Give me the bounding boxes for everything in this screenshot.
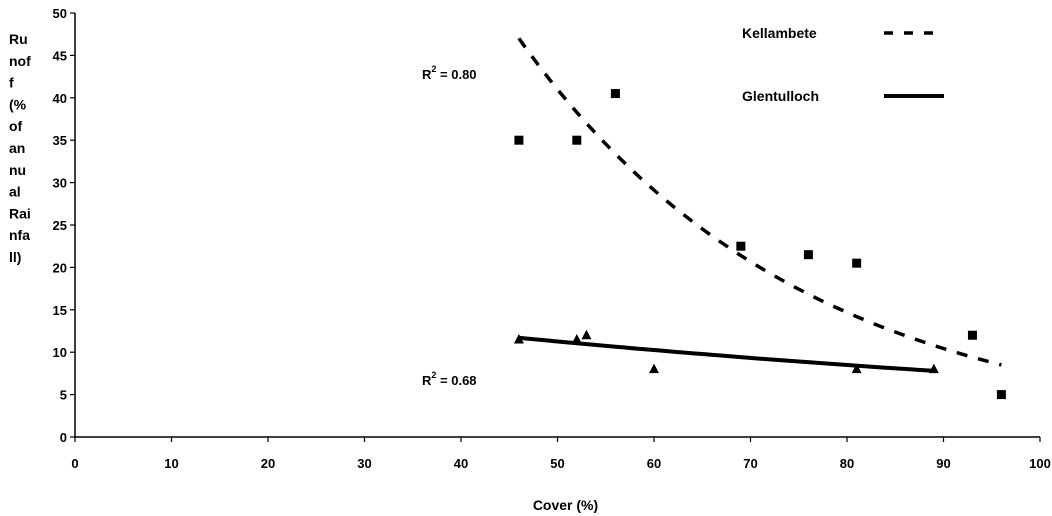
kellambete-point: [572, 135, 582, 145]
r-squared-label: R2 = 0.80: [422, 64, 477, 82]
kellambete-point: [514, 135, 524, 145]
y-axis-title-line: Ru: [9, 31, 28, 47]
legend-label: Kellambete: [742, 25, 817, 41]
y-tick-label: 35: [53, 133, 67, 148]
x-tick-label: 20: [261, 456, 275, 471]
x-tick-label: 90: [936, 456, 950, 471]
kellambete-point: [996, 390, 1006, 400]
y-tick-label: 50: [53, 6, 67, 21]
legend: Kellambete Glentulloch: [742, 25, 944, 104]
y-axis-title-line: nu: [9, 162, 26, 178]
x-tick-label: 100: [1029, 456, 1051, 471]
r-squared-labels: R2 = 0.80 R2 = 0.68: [422, 64, 477, 388]
glentulloch-point: [928, 363, 939, 374]
x-tick-label: 0: [71, 456, 78, 471]
ticks: 0 10 20 30 40 50 60 70 80 90 100 0 5 10 15 20 25 30 35 40 45…: [53, 6, 1051, 471]
data-points: [513, 89, 1006, 400]
kellambete-point: [803, 250, 813, 260]
y-tick-label: 0: [60, 430, 67, 445]
glentulloch-point: [581, 329, 592, 340]
legend-label: Glentulloch: [742, 88, 819, 104]
y-tick-label: 40: [53, 91, 67, 106]
y-axis-title: Ru nof f (% of an nu al Rai nfa ll): [9, 31, 31, 265]
x-tick-label: 10: [164, 456, 178, 471]
glentulloch-point: [649, 363, 659, 374]
x-tick-label: 40: [454, 456, 468, 471]
y-tick-label: 15: [53, 303, 67, 318]
x-tick-label: 60: [647, 456, 661, 471]
y-axis-title-line: of: [9, 118, 23, 134]
y-axis-title-line: nfa: [9, 227, 30, 243]
glentulloch-point: [571, 333, 582, 344]
axes: [74, 13, 1040, 438]
y-tick-label: 5: [60, 388, 67, 403]
y-tick-label: 30: [53, 176, 67, 191]
kellambete-point: [852, 258, 862, 268]
y-axis-title-line: an: [9, 140, 25, 156]
y-axis-title-line: al: [9, 184, 21, 200]
kellambete-point: [967, 330, 977, 340]
kellambete-trendline: [517, 37, 1002, 367]
y-axis-title-line: f: [9, 75, 14, 91]
y-axis-title-line: Rai: [9, 205, 31, 221]
y-tick-label: 25: [53, 218, 67, 233]
trendlines: [517, 37, 1002, 373]
x-tick-label: 50: [550, 456, 564, 471]
x-tick-label: 70: [743, 456, 757, 471]
kellambete-point: [736, 241, 746, 251]
glentulloch-point: [513, 333, 524, 344]
x-axis-title: Cover (%): [533, 497, 598, 513]
glentulloch-trendline: [518, 335, 935, 373]
y-axis-title-line: (%: [9, 96, 27, 112]
glentulloch-point: [851, 363, 862, 374]
x-tick-label: 30: [357, 456, 371, 471]
y-axis-title-line: ll): [9, 249, 21, 265]
y-tick-label: 45: [53, 48, 67, 63]
y-axis-title-line: nof: [9, 53, 31, 69]
r-squared-label: R2 = 0.68: [422, 370, 477, 388]
x-tick-label: 80: [840, 456, 854, 471]
y-tick-label: 10: [53, 345, 67, 360]
kellambete-point: [610, 89, 620, 99]
y-tick-label: 20: [53, 260, 67, 275]
